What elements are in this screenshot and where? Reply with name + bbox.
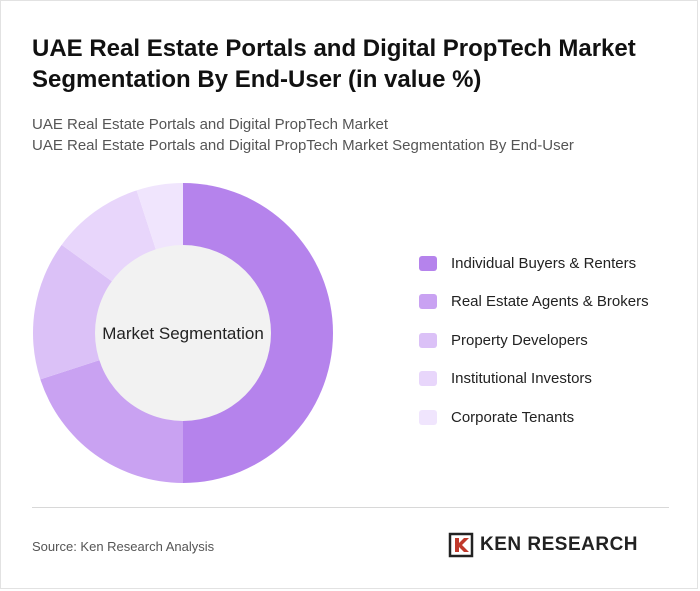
chart-subtitle: UAE Real Estate Portals and Digital Prop… xyxy=(32,114,672,156)
brand-logo: KEN RESEARCH xyxy=(448,532,638,558)
legend-item: Individual Buyers & Renters xyxy=(419,244,649,283)
chart-legend: Individual Buyers & Renters Real Estate A… xyxy=(419,244,649,437)
legend-label: Property Developers xyxy=(451,331,588,349)
source-note: Source: Ken Research Analysis xyxy=(32,539,215,554)
ken-research-logo-icon xyxy=(448,532,474,558)
legend-item: Institutional Investors xyxy=(419,360,649,399)
brand-name: KEN RESEARCH xyxy=(480,534,639,555)
subtitle-line-1: UAE Real Estate Portals and Digital Prop… xyxy=(32,116,388,133)
legend-swatch xyxy=(419,409,437,425)
donut-center-label: Market Segmentation xyxy=(102,324,264,343)
legend-label: Corporate Tenants xyxy=(451,408,575,426)
legend-swatch xyxy=(419,255,437,271)
footer-divider xyxy=(32,507,669,508)
chart-title: UAE Real Estate Portals and Digital Prop… xyxy=(32,35,636,93)
legend-swatch xyxy=(419,371,437,387)
legend-label: Real Estate Agents & Brokers xyxy=(451,293,649,311)
donut-chart: Market Segmentation xyxy=(33,183,333,483)
legend-label: Individual Buyers & Renters xyxy=(451,254,637,272)
subtitle-line-2: UAE Real Estate Portals and Digital Prop… xyxy=(32,137,574,154)
legend-swatch xyxy=(419,332,437,348)
legend-label: Institutional Investors xyxy=(451,370,592,388)
donut-hole xyxy=(95,245,271,421)
legend-item: Property Developers xyxy=(419,321,649,360)
legend-item: Corporate Tenants xyxy=(419,398,649,437)
legend-item: Real Estate Agents & Brokers xyxy=(419,283,649,322)
legend-swatch xyxy=(419,294,437,310)
